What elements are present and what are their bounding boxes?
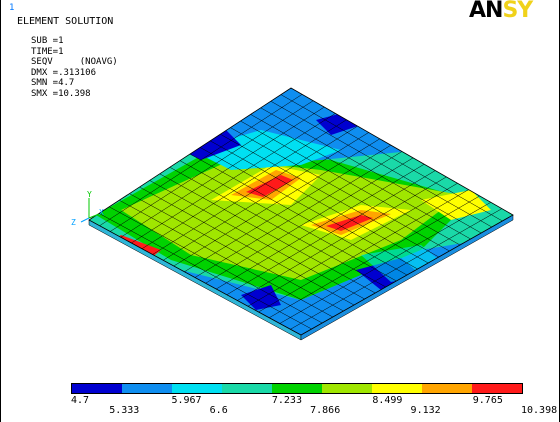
axis-y-label: Y bbox=[87, 190, 92, 199]
ansys-logo: ANSY bbox=[469, 0, 533, 23]
logo-main: AN bbox=[469, 0, 503, 23]
contour-legend bbox=[71, 383, 523, 394]
legend-tick-label: 9.765 bbox=[472, 395, 503, 406]
axis-z-label: Z bbox=[71, 218, 76, 227]
solution-title: ELEMENT SOLUTION bbox=[17, 16, 114, 27]
stat-smn: SMN =4.7 bbox=[31, 78, 75, 88]
axis-triad: Y X Z bbox=[71, 190, 104, 227]
legend-swatch bbox=[72, 384, 122, 393]
contour-band-deep-blue bbox=[181, 125, 241, 160]
contour-band-red-2 bbox=[326, 215, 373, 231]
stat-dmx: DMX =.313106 bbox=[31, 67, 97, 78]
legend-tick-label: 5.967 bbox=[171, 395, 202, 406]
legend-swatch bbox=[422, 384, 472, 393]
legend-tick-label: 5.333 bbox=[109, 405, 140, 416]
legend-tick-label: 4.7 bbox=[71, 395, 90, 406]
legend-swatch bbox=[172, 384, 222, 393]
legend-tick-label: 9.132 bbox=[410, 405, 441, 416]
legend-swatch bbox=[322, 384, 372, 393]
legend-tick-label: 8.499 bbox=[372, 395, 403, 406]
axis-x-label: X bbox=[99, 208, 104, 217]
legend-tick-label: 7.866 bbox=[310, 405, 341, 416]
contour-plot[interactable]: Y X Z bbox=[1, 0, 560, 380]
contour-band-lime bbox=[121, 160, 461, 280]
legend-tick-label: 10.398 bbox=[521, 405, 558, 416]
legend-swatch bbox=[272, 384, 322, 393]
plate-top bbox=[89, 88, 513, 335]
solution-stats: SUB =1 TIME=1 SEQV (NOAVG) DMX =.313106 … bbox=[31, 36, 118, 99]
stat-smx: SMX =10.398 bbox=[31, 88, 91, 99]
legend-swatch bbox=[372, 384, 422, 393]
legend-swatch bbox=[122, 384, 172, 393]
stat-sub: SUB =1 bbox=[31, 36, 64, 46]
legend-tick-label: 7.233 bbox=[271, 395, 302, 406]
stat-seqv: SEQV (NOAVG) bbox=[31, 57, 118, 67]
legend-swatch bbox=[222, 384, 272, 393]
window-number: 1 bbox=[9, 3, 15, 13]
plate-outline bbox=[88, 87, 514, 336]
element-mesh bbox=[89, 88, 513, 335]
legend-tick-label: 6.6 bbox=[209, 405, 228, 416]
logo-tail: SY bbox=[502, 0, 533, 23]
legend-swatch bbox=[472, 384, 522, 393]
stat-time: TIME=1 bbox=[31, 46, 64, 57]
contour-band-deep-blue-4 bbox=[241, 285, 281, 310]
